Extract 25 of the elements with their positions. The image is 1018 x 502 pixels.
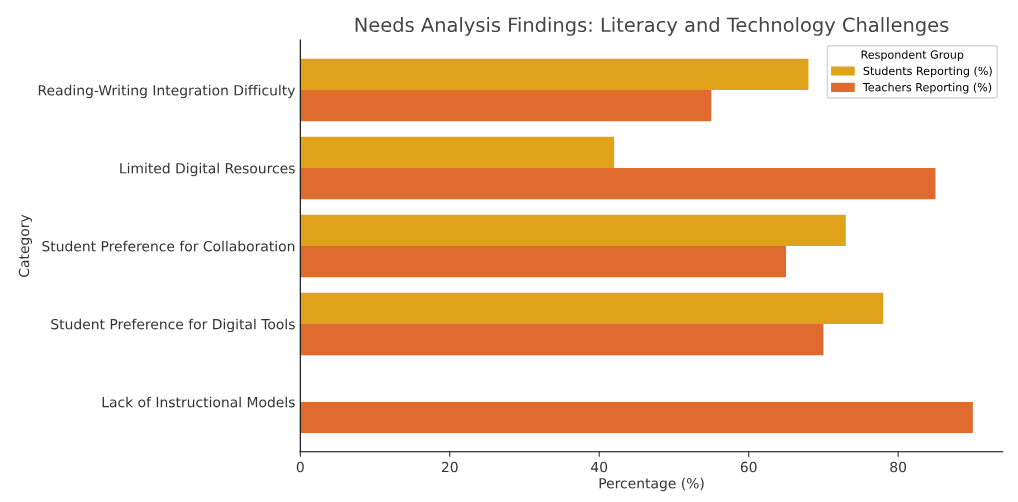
bar [300, 401, 973, 434]
y-tick-label: Student Preference for Collaboration [42, 240, 295, 252]
bar [300, 136, 615, 169]
x-tick-label: 40 [591, 461, 608, 473]
x-tick-label: 60 [740, 461, 757, 473]
y-tick-label: Reading-Writing Integration Difficulty [38, 84, 296, 99]
bar [300, 292, 884, 324]
y-tick-label: Lack of Instructional Models [102, 396, 295, 408]
chart-title: Needs Analysis Findings: Literacy and Technology Challenges [355, 17, 949, 36]
x-tick-label: 0 [296, 461, 304, 473]
x-axis-title: Percentage (%) [599, 477, 704, 492]
bar [300, 214, 846, 246]
x-tick-label: 20 [441, 461, 458, 473]
legend-label: Teachers Reporting (%) [862, 82, 992, 94]
bar [300, 323, 824, 356]
bar [300, 58, 809, 91]
bar [300, 168, 936, 200]
bar [300, 90, 712, 122]
y-axis-title: Category [18, 214, 32, 277]
y-tick-label: Student Preference for Digital Tools [51, 318, 295, 333]
legend-label: Students Reporting (%) [863, 66, 992, 78]
legend-title: Respondent Group [861, 50, 964, 61]
bar [300, 245, 787, 278]
y-tick-label: Limited Digital Resources [120, 162, 295, 177]
x-tick-label: 80 [890, 461, 907, 473]
